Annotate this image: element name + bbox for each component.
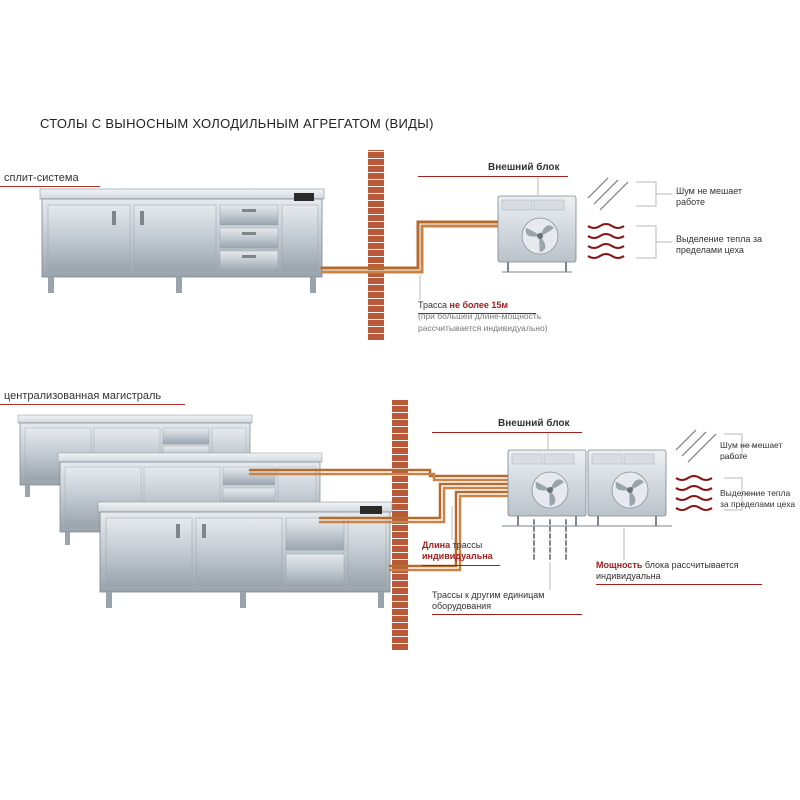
label-noise-central: Шум не мешает работе xyxy=(720,440,798,461)
pipe-split xyxy=(322,222,498,272)
label-external-unit-central: Внешний блок xyxy=(498,418,570,431)
label-power-central: Мощность блока рассчитывается индивидуал… xyxy=(596,560,766,583)
label-external-unit-split: Внешний блок xyxy=(488,162,560,175)
underline-external-central xyxy=(432,432,582,433)
label-heat-split: Выделение тепла за пределами цеха xyxy=(676,234,786,257)
heat-waves-split xyxy=(588,224,624,258)
underline-external-split xyxy=(418,176,568,177)
label-track-split: Трасса не более 15м (при большей длине-м… xyxy=(418,300,598,334)
heat-waves-central xyxy=(676,476,712,510)
underline-track-split xyxy=(418,313,536,314)
label-track-length-central: Длина трассы индивидуальна xyxy=(422,540,512,563)
underline-power xyxy=(596,584,762,585)
table-split xyxy=(40,189,324,293)
sound-waves-split xyxy=(588,178,628,210)
label-track-other: Трассы к другим единицам оборудования xyxy=(432,590,592,613)
underline-track-other xyxy=(432,614,582,615)
sound-waves-central xyxy=(676,430,716,462)
label-noise-split: Шум не мешает работе xyxy=(676,186,772,209)
label-heat-central: Выделение тепла за пределами цеха xyxy=(720,488,798,509)
diagram-svg xyxy=(0,0,800,800)
external-unit-split xyxy=(498,196,576,272)
external-unit-central-2 xyxy=(588,450,666,526)
underline-track-length xyxy=(422,565,500,566)
external-unit-central-1 xyxy=(508,450,586,526)
